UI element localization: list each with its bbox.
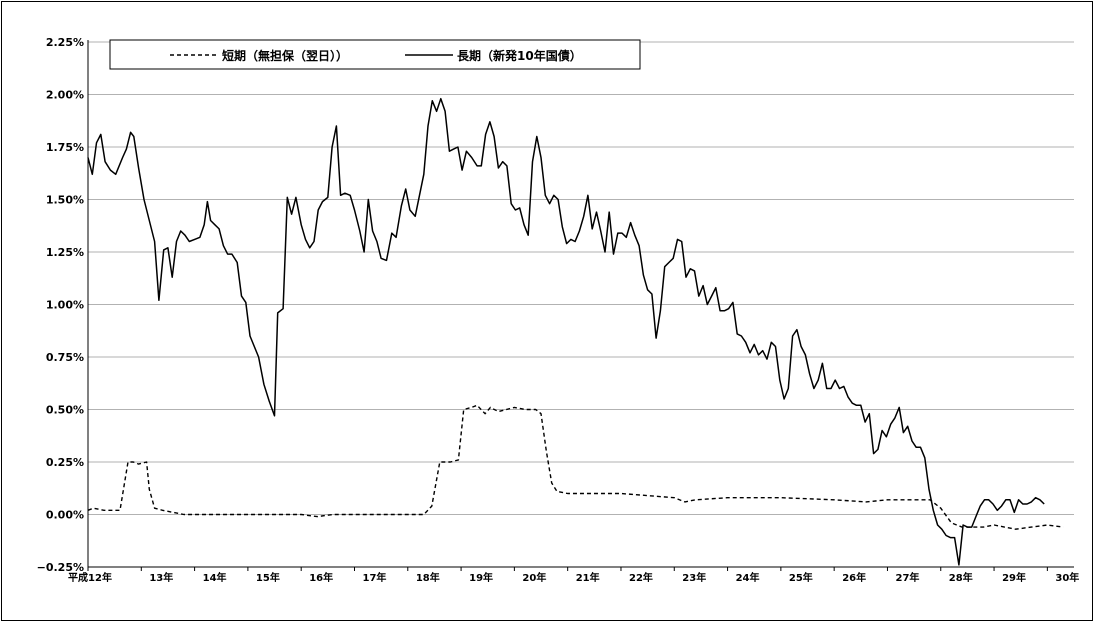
x-tick-label-18: 30年 <box>1055 571 1079 584</box>
y-tick-label-7: 0.50% <box>46 404 84 417</box>
y-tick-label-3: 1.50% <box>46 194 84 207</box>
x-tick-label-0: 平成12年 <box>68 571 112 584</box>
axes <box>87 40 1074 571</box>
y-tick-label-0: 2.25% <box>46 36 84 49</box>
y-tick-label-4: 1.25% <box>46 246 84 259</box>
x-tick-label-16: 28年 <box>949 571 973 584</box>
x-tick-label-14: 26年 <box>842 571 866 584</box>
legend-box <box>109 39 641 70</box>
x-tick-label-2: 14年 <box>203 571 227 584</box>
y-tick-label-10: −0.25% <box>37 561 84 574</box>
series-line-short-term <box>87 404 1064 530</box>
y-tick-label-1: 2.00% <box>46 89 84 102</box>
x-tick-label-11: 23年 <box>682 571 706 584</box>
series-lines <box>87 97 1064 566</box>
x-tick-label-13: 25年 <box>789 571 813 584</box>
x-tick-label-1: 13年 <box>149 571 173 584</box>
x-tick-labels: 平成12年 13年 14年 15年 16年 17年 18年 19年 20年 21年 22年 23年 24… <box>68 571 1079 584</box>
y-tick-label-6: 0.75% <box>46 351 84 364</box>
x-tick-label-15: 27年 <box>895 571 919 584</box>
x-tick-label-10: 22年 <box>629 571 653 584</box>
x-tick-label-12: 24年 <box>736 571 760 584</box>
x-tick-label-5: 17年 <box>363 571 387 584</box>
y-tick-label-5: 1.00% <box>46 299 84 312</box>
x-tick-label-4: 16年 <box>309 571 333 584</box>
legend: 短期（無担保（翌日）） 長期（新発10年国債） <box>109 39 641 70</box>
x-tick-label-17: 29年 <box>1002 571 1026 584</box>
x-tick-label-8: 20年 <box>522 571 546 584</box>
legend-label-long-term: 長期（新発10年国債） <box>457 48 582 63</box>
y-tick-labels: 2.25% 2.00% 1.75% 1.50% 1.25% 1.00% 0.75% 0.50%… <box>37 36 84 574</box>
legend-label-short-term: 短期（無担保（翌日）） <box>222 48 348 63</box>
y-tick-label-9: 0.00% <box>46 509 84 522</box>
y-tick-label-2: 1.75% <box>46 141 84 154</box>
x-tick-label-7: 19年 <box>469 571 493 584</box>
x-tick-label-3: 15年 <box>256 571 280 584</box>
x-tick-label-9: 21年 <box>576 571 600 584</box>
y-tick-label-8: 0.25% <box>46 456 84 469</box>
x-tick-label-6: 18年 <box>416 571 440 584</box>
series-line-long-term <box>87 97 1045 566</box>
